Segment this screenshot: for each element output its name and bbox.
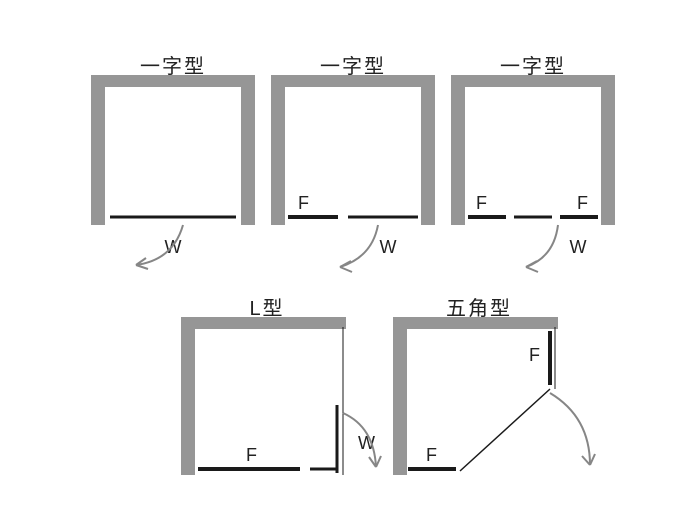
f-right-label: F — [529, 345, 540, 365]
w-label: W — [570, 237, 587, 257]
w-label: W — [380, 237, 397, 257]
cell-straight-2: 一字型 F W — [278, 80, 428, 230]
w-label: W — [358, 433, 375, 453]
f-right-label: F — [577, 193, 588, 213]
cell-straight-1: 一字型 W — [98, 80, 248, 230]
cell-pentagon: 五角型 F F — [400, 322, 558, 480]
f-label: F — [298, 193, 309, 213]
diagram-straight-3: F F W — [448, 75, 638, 285]
cell-straight-3: 一字型 F F W — [458, 80, 608, 230]
f-label: F — [246, 445, 257, 465]
page: 一字型 W 一字型 F W 一字型 — [0, 0, 700, 517]
diagram-straight-1: W — [88, 75, 278, 285]
cell-L: L型 F W — [188, 322, 346, 480]
f-left-label: F — [476, 193, 487, 213]
diagram-pentagon: F F — [390, 317, 620, 517]
diagram-L: F W — [178, 317, 388, 517]
f-left-label: F — [426, 445, 437, 465]
diagram-straight-2: F W — [268, 75, 458, 285]
